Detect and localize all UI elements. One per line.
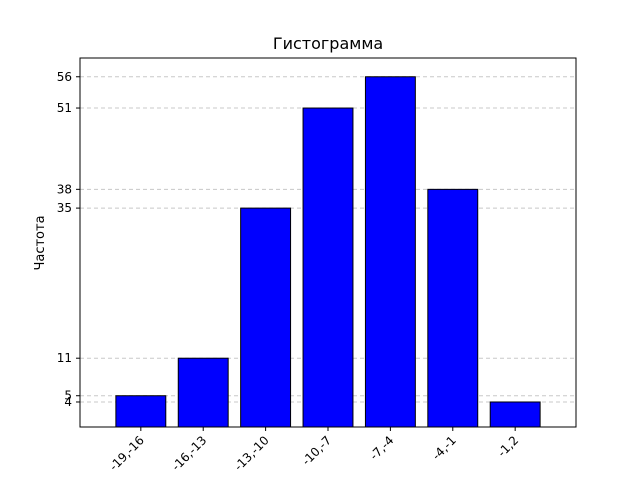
bars bbox=[115, 76, 541, 428]
bar-6 bbox=[489, 401, 541, 428]
x-tick-label-1: -16,-13 bbox=[169, 433, 209, 473]
y-tick-label-11: 11 bbox=[57, 351, 72, 365]
x-tick-label-5: -4,-1 bbox=[429, 433, 459, 463]
bar-0 bbox=[115, 395, 167, 428]
bar-1 bbox=[177, 357, 229, 428]
x-tick-label-4: -7,-4 bbox=[367, 433, 397, 463]
bar-5 bbox=[427, 188, 479, 428]
x-tick-label-2: -13,-10 bbox=[231, 433, 271, 473]
y-tick-label-35: 35 bbox=[57, 201, 72, 215]
y-axis-ticks: 45 11 35 38 51 56 bbox=[57, 70, 80, 409]
chart-title: Гистограмма bbox=[273, 34, 383, 53]
y-tick-label-51: 51 bbox=[57, 101, 72, 115]
y-tick-label-38: 38 bbox=[57, 182, 72, 196]
bar-2 bbox=[240, 207, 292, 428]
bar-4 bbox=[364, 76, 416, 428]
x-tick-label-6: -1,2 bbox=[495, 433, 521, 459]
x-axis-ticks: -19,-16 -16,-13 -13,-10 -10,-7 -7,-4 -4,-1 -1,… bbox=[107, 427, 521, 474]
x-tick-label-0: -19,-16 bbox=[107, 433, 147, 473]
y-tick-label-5: 5 bbox=[64, 389, 72, 403]
bar-3 bbox=[302, 107, 354, 428]
y-tick-label-4: 4 bbox=[64, 395, 72, 409]
y-tick-label-56: 56 bbox=[57, 70, 72, 84]
y-axis-label: Частота bbox=[33, 215, 48, 270]
x-tick-label-3: -10,-7 bbox=[299, 433, 334, 468]
